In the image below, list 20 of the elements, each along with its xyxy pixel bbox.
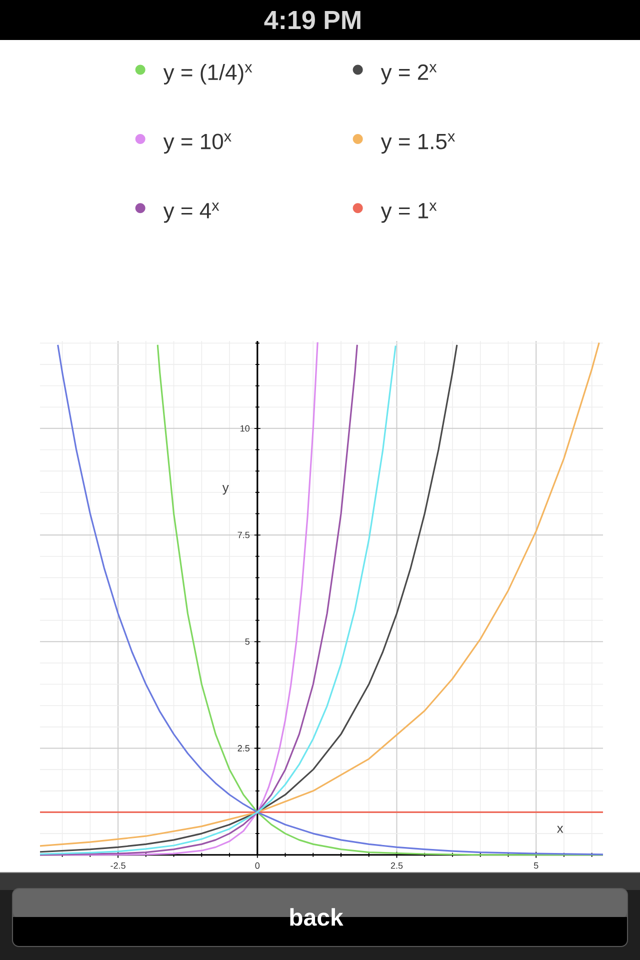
y-tick-label: 7.5: [238, 532, 250, 538]
x-tick-label: 0: [255, 862, 260, 869]
x-tick-label: -2.5: [110, 862, 126, 869]
y-tick-label: 2.5: [238, 745, 250, 752]
legend-label: y = 4$^{x}$: [163, 202, 220, 223]
y-tick-label: 10: [240, 425, 250, 432]
legend-label: y = 1.5$^{x}$: [380, 133, 456, 154]
line-series: [40, 344, 458, 853]
x-axis-title: x: [556, 826, 564, 833]
text: 4:19 PM: [264, 10, 360, 30]
legend-label: y = 2$^{x}$: [380, 64, 437, 84]
text: back: [290, 908, 344, 926]
legend-label: y = 1$^{x}$: [380, 202, 437, 223]
line-series: [156, 344, 603, 856]
legend-label: y = 10$^{x}$: [163, 133, 232, 154]
y-tick-label: 5: [245, 638, 250, 645]
legend-label: y = (1/4)$^{x}$: [163, 64, 252, 84]
y-axis-title: y: [222, 485, 229, 495]
x-tick-label: 5: [534, 862, 538, 869]
x-tick-label: 2.5: [390, 862, 403, 869]
